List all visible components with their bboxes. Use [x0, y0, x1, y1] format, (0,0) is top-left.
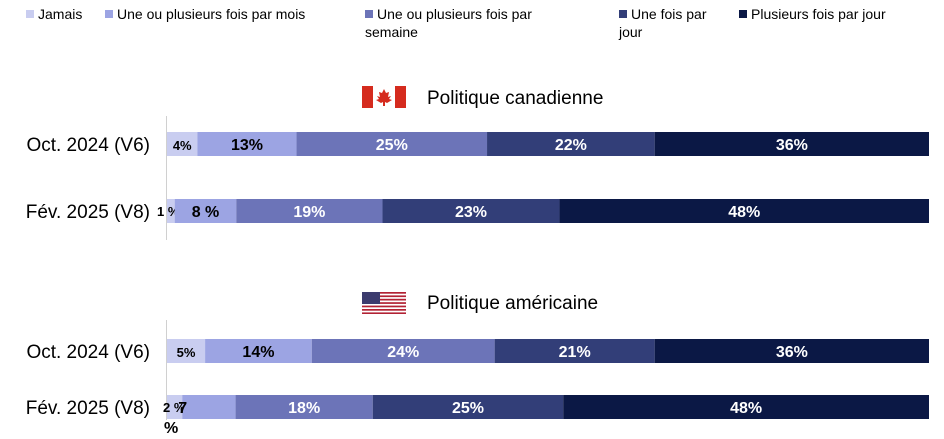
data-label-0-0-3: 22% — [555, 137, 587, 154]
category-label-1-0: Oct. 2024 (V6) — [26, 342, 150, 363]
legend: Jamais Une ou plusieurs fois par mois Une … — [26, 6, 886, 40]
bar-segment-0-1-0 — [167, 199, 175, 223]
data-label-1-0-3: 21% — [559, 344, 591, 361]
usa-flag-icon — [362, 292, 406, 314]
legend-label-4: Plusieurs fois par jour — [751, 6, 886, 22]
data-label-1-1-2: 18% — [288, 400, 320, 417]
legend-label-2: Une ou plusieurs fois par semaine — [365, 6, 532, 40]
bar-segment-1-1-2 — [235, 395, 373, 419]
data-label-1-0-2: 24% — [387, 344, 419, 361]
bar-segment-0-0-2 — [296, 132, 488, 156]
data-label-1-0-0: 5% — [177, 345, 196, 360]
legend-swatch-0 — [26, 10, 34, 18]
data-label-1-1-1: 7% — [164, 400, 187, 437]
bar-segment-1-0-3 — [494, 339, 655, 363]
data-label-0-1-1: 8 % — [192, 204, 220, 221]
bar-segment-0-0-4 — [654, 132, 929, 156]
bars-group: Oct. 2024 (V6) 4% 13% 25% 22% 36% Fév. 2025 (V… — [26, 132, 929, 437]
data-label-0-1-4: 48% — [728, 204, 760, 221]
data-label-0-0-2: 25% — [376, 137, 408, 154]
bar-segment-0-0-3 — [487, 132, 655, 156]
bar-segment-1-1-1 — [182, 395, 236, 419]
bar-segment-0-1-2 — [236, 199, 383, 223]
bar-segment-0-1-1 — [174, 199, 237, 223]
bar-segment-1-0-1 — [205, 339, 312, 363]
data-label-0-1-2: 19% — [293, 204, 325, 221]
data-label-1-0-4: 36% — [776, 344, 808, 361]
data-label-1-1-4: 48% — [730, 400, 762, 417]
data-label-1-0-1: 14% — [242, 344, 274, 361]
legend-swatch-1 — [105, 10, 113, 18]
data-label-0-1-0: 1 % — [157, 204, 180, 219]
legend-swatch-2 — [365, 10, 373, 18]
category-label-1-1: Fév. 2025 (V8) — [26, 398, 150, 419]
bar-segment-0-1-4 — [559, 199, 929, 223]
legend-label-1: Une ou plusieurs fois par mois — [117, 6, 305, 22]
category-label-0-0: Oct. 2024 (V6) — [26, 135, 150, 156]
section-title-canada: Politique canadienne — [427, 88, 603, 109]
bar-segment-1-1-4 — [563, 395, 929, 419]
legend-label-0: Jamais — [38, 6, 82, 22]
canada-flag-icon — [362, 86, 406, 108]
legend-swatch-3 — [619, 10, 627, 18]
data-label-0-0-0: 4% — [173, 138, 192, 153]
legend-swatch-4 — [739, 10, 747, 18]
legend-label-3: Une fois par jour — [618, 6, 707, 40]
bar-segment-1-1-3 — [372, 395, 564, 419]
data-label-0-0-1: 13% — [231, 137, 263, 154]
data-label-0-0-4: 36% — [776, 137, 808, 154]
data-label-1-1-3: 25% — [452, 400, 484, 417]
section-title-usa: Politique américaine — [427, 293, 598, 314]
bar-segment-1-0-4 — [654, 339, 929, 363]
data-label-1-1-0: 2 % — [163, 400, 186, 415]
data-label-0-1-3: 23% — [455, 204, 487, 221]
bar-segment-1-0-2 — [311, 339, 495, 363]
bar-segment-1-1-0 — [167, 395, 183, 419]
bar-segment-0-0-1 — [197, 132, 297, 156]
bar-segment-0-0-0 — [167, 132, 198, 156]
bar-segment-0-1-3 — [382, 199, 560, 223]
category-label-0-1: Fév. 2025 (V8) — [26, 202, 150, 223]
bar-segment-1-0-0 — [167, 339, 206, 363]
